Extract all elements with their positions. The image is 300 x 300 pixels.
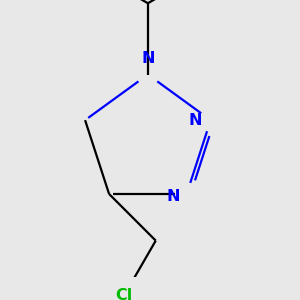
Text: N: N bbox=[189, 112, 202, 128]
Text: N: N bbox=[141, 51, 154, 66]
Text: Cl: Cl bbox=[115, 288, 132, 300]
Text: N: N bbox=[167, 189, 180, 204]
